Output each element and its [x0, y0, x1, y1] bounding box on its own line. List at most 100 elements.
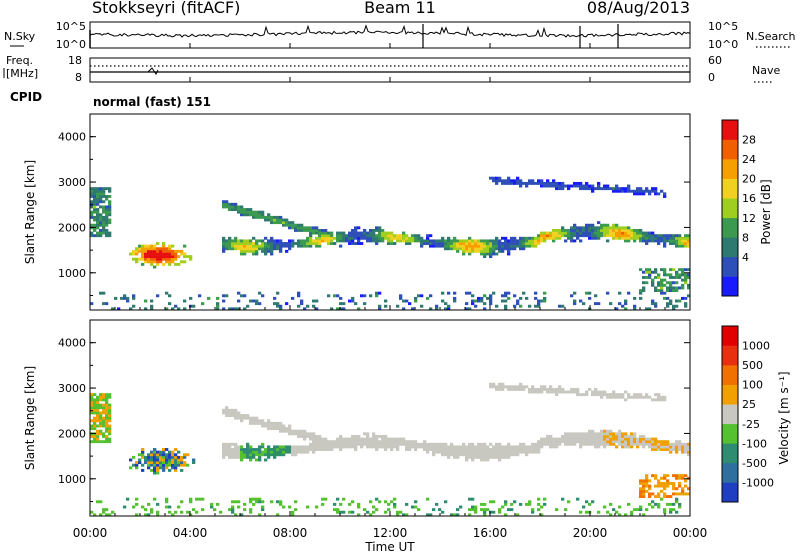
heatmap-cell: [330, 242, 334, 245]
heatmap-cell: [510, 239, 514, 243]
heatmap-cell: [156, 255, 160, 259]
heatmap-cell: [291, 223, 295, 227]
heatmap-cell: [618, 442, 622, 446]
heatmap-cell: [171, 463, 175, 467]
heatmap-cell: [321, 448, 325, 451]
heatmap-cell: [651, 270, 655, 274]
heatmap-cell: [102, 393, 106, 397]
heatmap-cell: [276, 291, 280, 295]
heatmap-cell: [105, 411, 109, 415]
heatmap-cell: [105, 416, 109, 420]
heatmap-cell: [630, 510, 634, 514]
heatmap-cell: [534, 448, 538, 451]
heatmap-cell: [687, 236, 691, 240]
heatmap-cell: [144, 255, 148, 259]
heatmap-cell: [564, 239, 568, 243]
heatmap-cell: [144, 455, 148, 459]
heatmap-cell: [453, 299, 457, 303]
heatmap-cell: [258, 458, 262, 462]
heatmap-cell: [528, 450, 532, 454]
heatmap-cell: [519, 239, 523, 243]
heatmap-cell: [141, 262, 145, 266]
heatmap-cell: [519, 502, 523, 506]
heatmap-cell: [492, 239, 496, 243]
heatmap-cell: [90, 215, 94, 219]
heatmap-cell: [246, 416, 250, 420]
heatmap-cell: [582, 231, 586, 235]
heatmap-cell: [591, 437, 595, 441]
heatmap-cell: [663, 192, 667, 196]
heatmap-cell: [567, 442, 571, 446]
heatmap-cell: [576, 393, 580, 397]
heatmap-cell: [330, 239, 334, 243]
y-tick-label: 2000: [58, 427, 86, 440]
heatmap-cell: [345, 442, 349, 446]
heatmap-cell: [99, 221, 103, 225]
heatmap-cell: [657, 484, 661, 488]
heatmap-cell: [90, 195, 94, 198]
heatmap-cell: [561, 228, 565, 232]
heatmap-cell: [669, 482, 673, 485]
heatmap-cell: [165, 463, 169, 467]
heatmap-cell: [645, 276, 649, 279]
heatmap-cell: [222, 408, 226, 412]
heatmap-cell: [276, 302, 280, 306]
heatmap-cell: [447, 242, 451, 245]
heatmap-cell: [519, 236, 523, 240]
heatmap-cell: [630, 234, 634, 238]
x-tick-label: 12:00: [373, 526, 408, 540]
heatmap-cell: [465, 448, 469, 451]
heatmap-cell: [339, 236, 343, 240]
colorbar-segment: [722, 198, 738, 219]
heatmap-cell: [285, 244, 289, 248]
heatmap-cell: [243, 244, 247, 248]
heatmap-cell: [270, 242, 274, 245]
heatmap-cell: [687, 445, 691, 449]
heatmap-cell: [363, 440, 367, 444]
heatmap-cell: [549, 385, 553, 389]
heatmap-cell: [102, 398, 106, 402]
heatmap-cell: [297, 239, 301, 243]
heatmap-cell: [585, 231, 589, 235]
heatmap-cell: [300, 434, 304, 438]
heatmap-cell: [609, 434, 613, 438]
heatmap-cell: [132, 294, 136, 298]
heatmap-cell: [582, 437, 586, 441]
heatmap-cell: [687, 242, 691, 245]
heatmap-cell: [96, 411, 100, 415]
heatmap-cell: [279, 424, 283, 428]
heatmap-cell: [144, 244, 148, 248]
heatmap-cell: [165, 461, 169, 465]
heatmap-cell: [384, 234, 388, 238]
heatmap-cell: [669, 281, 673, 285]
heatmap-cell: [687, 442, 691, 446]
heatmap-cell: [360, 294, 364, 298]
heatmap-cell: [96, 189, 100, 193]
heatmap-cell: [654, 484, 658, 488]
heatmap-cell: [537, 242, 541, 245]
heatmap-cell: [519, 382, 523, 386]
heatmap-cell: [174, 455, 178, 459]
heatmap-cell: [681, 236, 685, 240]
heatmap-cell: [261, 450, 265, 454]
heatmap-cell: [255, 302, 259, 306]
heatmap-cell: [408, 236, 412, 240]
heatmap-cell: [252, 502, 256, 506]
heatmap-cell: [315, 307, 319, 311]
heatmap-cell: [426, 236, 430, 240]
heatmap-cell: [531, 179, 535, 183]
heatmap-cell: [624, 445, 628, 449]
heatmap-cell: [249, 510, 253, 514]
heatmap-cell: [630, 231, 634, 235]
heatmap-cell: [306, 244, 310, 248]
heatmap-cell: [513, 239, 517, 243]
heatmap-cell: [480, 242, 484, 245]
heatmap-cell: [669, 299, 673, 303]
heatmap-cell: [369, 445, 373, 449]
heatmap-cell: [321, 442, 325, 446]
heatmap-cell: [312, 437, 316, 441]
heatmap-cell: [672, 508, 676, 512]
heatmap-cell: [678, 505, 682, 509]
heatmap-cell: [510, 450, 514, 454]
heatmap-cell: [471, 505, 475, 509]
